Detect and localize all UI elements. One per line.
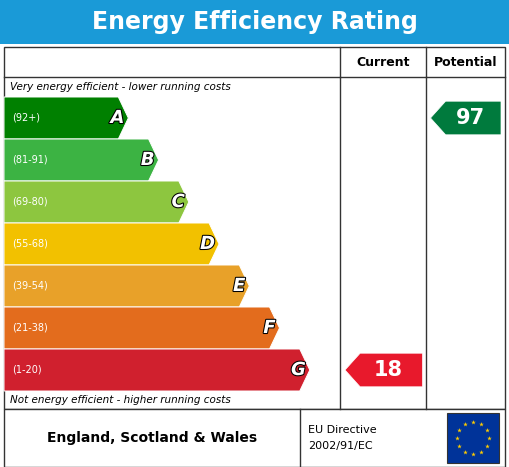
Text: (39-54): (39-54) <box>12 281 48 291</box>
Text: EU Directive: EU Directive <box>308 425 377 435</box>
Text: 18: 18 <box>374 360 403 380</box>
Text: (81-91): (81-91) <box>12 155 48 165</box>
Text: (21-38): (21-38) <box>12 323 48 333</box>
Text: 97: 97 <box>456 108 485 128</box>
Text: (69-80): (69-80) <box>12 197 48 207</box>
Text: 2002/91/EC: 2002/91/EC <box>308 441 373 451</box>
Polygon shape <box>4 139 159 181</box>
Text: D: D <box>200 235 215 253</box>
Bar <box>447 413 499 463</box>
Polygon shape <box>431 101 501 135</box>
Text: A: A <box>110 109 124 127</box>
Polygon shape <box>4 265 249 307</box>
Text: G: G <box>291 361 306 379</box>
Text: C: C <box>172 193 185 211</box>
Text: Potential: Potential <box>434 56 497 69</box>
Polygon shape <box>4 307 279 349</box>
Polygon shape <box>4 349 310 391</box>
Polygon shape <box>4 223 219 265</box>
Text: (92+): (92+) <box>12 113 40 123</box>
Polygon shape <box>4 181 189 223</box>
Text: B: B <box>141 151 155 169</box>
Polygon shape <box>4 97 128 139</box>
Text: Very energy efficient - lower running costs: Very energy efficient - lower running co… <box>10 82 231 92</box>
Bar <box>4 409 505 467</box>
Text: Current: Current <box>356 56 410 69</box>
Bar <box>0 0 509 44</box>
Text: Not energy efficient - higher running costs: Not energy efficient - higher running co… <box>10 395 231 405</box>
Text: F: F <box>263 319 275 337</box>
Text: Energy Efficiency Rating: Energy Efficiency Rating <box>92 10 417 34</box>
Bar <box>4 47 505 409</box>
Text: England, Scotland & Wales: England, Scotland & Wales <box>47 431 257 445</box>
Text: (1-20): (1-20) <box>12 365 42 375</box>
Text: E: E <box>233 277 245 295</box>
Polygon shape <box>345 353 422 387</box>
Text: (55-68): (55-68) <box>12 239 48 249</box>
